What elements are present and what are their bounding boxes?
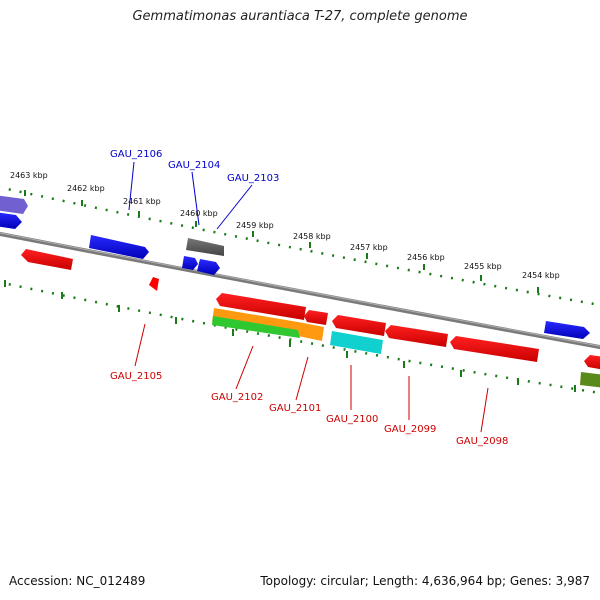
genome-backbone [0,231,600,350]
scale-label: 2458 kbp [293,232,331,241]
scale-label: 2461 kbp [123,197,161,206]
label-connector [295,356,309,401]
outer-scale-track [0,186,600,307]
gene-feature[interactable] [332,315,386,336]
scale-label: 2454 kbp [522,271,560,280]
gene-label-gau-2099[interactable]: GAU_2099 [384,424,436,435]
label-connector [480,387,489,433]
inner-scale-track [0,280,600,395]
scale-label: 2457 kbp [350,243,388,252]
reverse-gene-labels: GAU_2105 GAU_2102 GAU_2101 GAU_2100 GAU_… [110,371,508,447]
scale-label: 2462 kbp [67,184,105,193]
gene-feature[interactable] [330,331,383,354]
label-connector [134,323,146,367]
forward-gene-labels: GAU_2106 GAU_2104 GAU_2103 [110,149,279,184]
gene-label-gau-2100[interactable]: GAU_2100 [326,414,378,425]
label-connector [191,171,200,226]
reverse-strand-genes [21,249,600,388]
scale-labels: 2463 kbp 2462 kbp 2461 kbp 2460 kbp 2459… [10,171,560,280]
scale-label: 2459 kbp [236,221,274,230]
scale-label: 2460 kbp [180,209,218,218]
gene-label-gau-2098[interactable]: GAU_2098 [456,436,508,447]
gene-feature[interactable] [216,293,306,320]
gene-feature[interactable] [89,235,149,259]
label-connector [128,161,135,211]
label-connector [235,345,254,390]
gene-label-gau-2104[interactable]: GAU_2104 [168,160,220,171]
scale-label: 2463 kbp [10,171,48,180]
gene-feature[interactable] [385,325,448,347]
scale-label: 2455 kbp [464,262,502,271]
gene-feature[interactable] [580,372,600,388]
gene-feature[interactable] [544,321,590,339]
gene-feature[interactable] [0,212,22,229]
gene-feature[interactable] [21,249,73,270]
gene-feature[interactable] [0,195,28,214]
gene-feature[interactable] [304,310,328,325]
gene-feature[interactable] [186,238,224,256]
forward-strand-genes [0,195,590,339]
scale-label: 2456 kbp [407,253,445,262]
gene-label-gau-2103[interactable]: GAU_2103 [227,173,279,184]
gene-feature[interactable] [197,259,220,275]
gene-feature[interactable] [584,355,600,370]
reverse-label-connectors [134,323,489,433]
gene-feature[interactable] [212,316,300,338]
map-title: Gemmatimonas aurantiaca T-27, complete g… [132,9,468,24]
gene-feature[interactable] [450,336,539,362]
gene-feature[interactable] [182,256,198,270]
gene-label-gau-2106[interactable]: GAU_2106 [110,149,162,160]
gene-feature[interactable] [149,277,159,291]
genome-stats: Topology: circular; Length: 4,636,964 bp… [260,574,590,588]
gene-label-gau-2101[interactable]: GAU_2101 [269,403,321,414]
gene-label-gau-2102[interactable]: GAU_2102 [211,392,263,403]
accession-info: Accession: NC_012489 [9,574,146,588]
gene-label-gau-2105[interactable]: GAU_2105 [110,371,162,382]
label-connector [216,184,253,230]
forward-label-connectors [128,161,253,230]
